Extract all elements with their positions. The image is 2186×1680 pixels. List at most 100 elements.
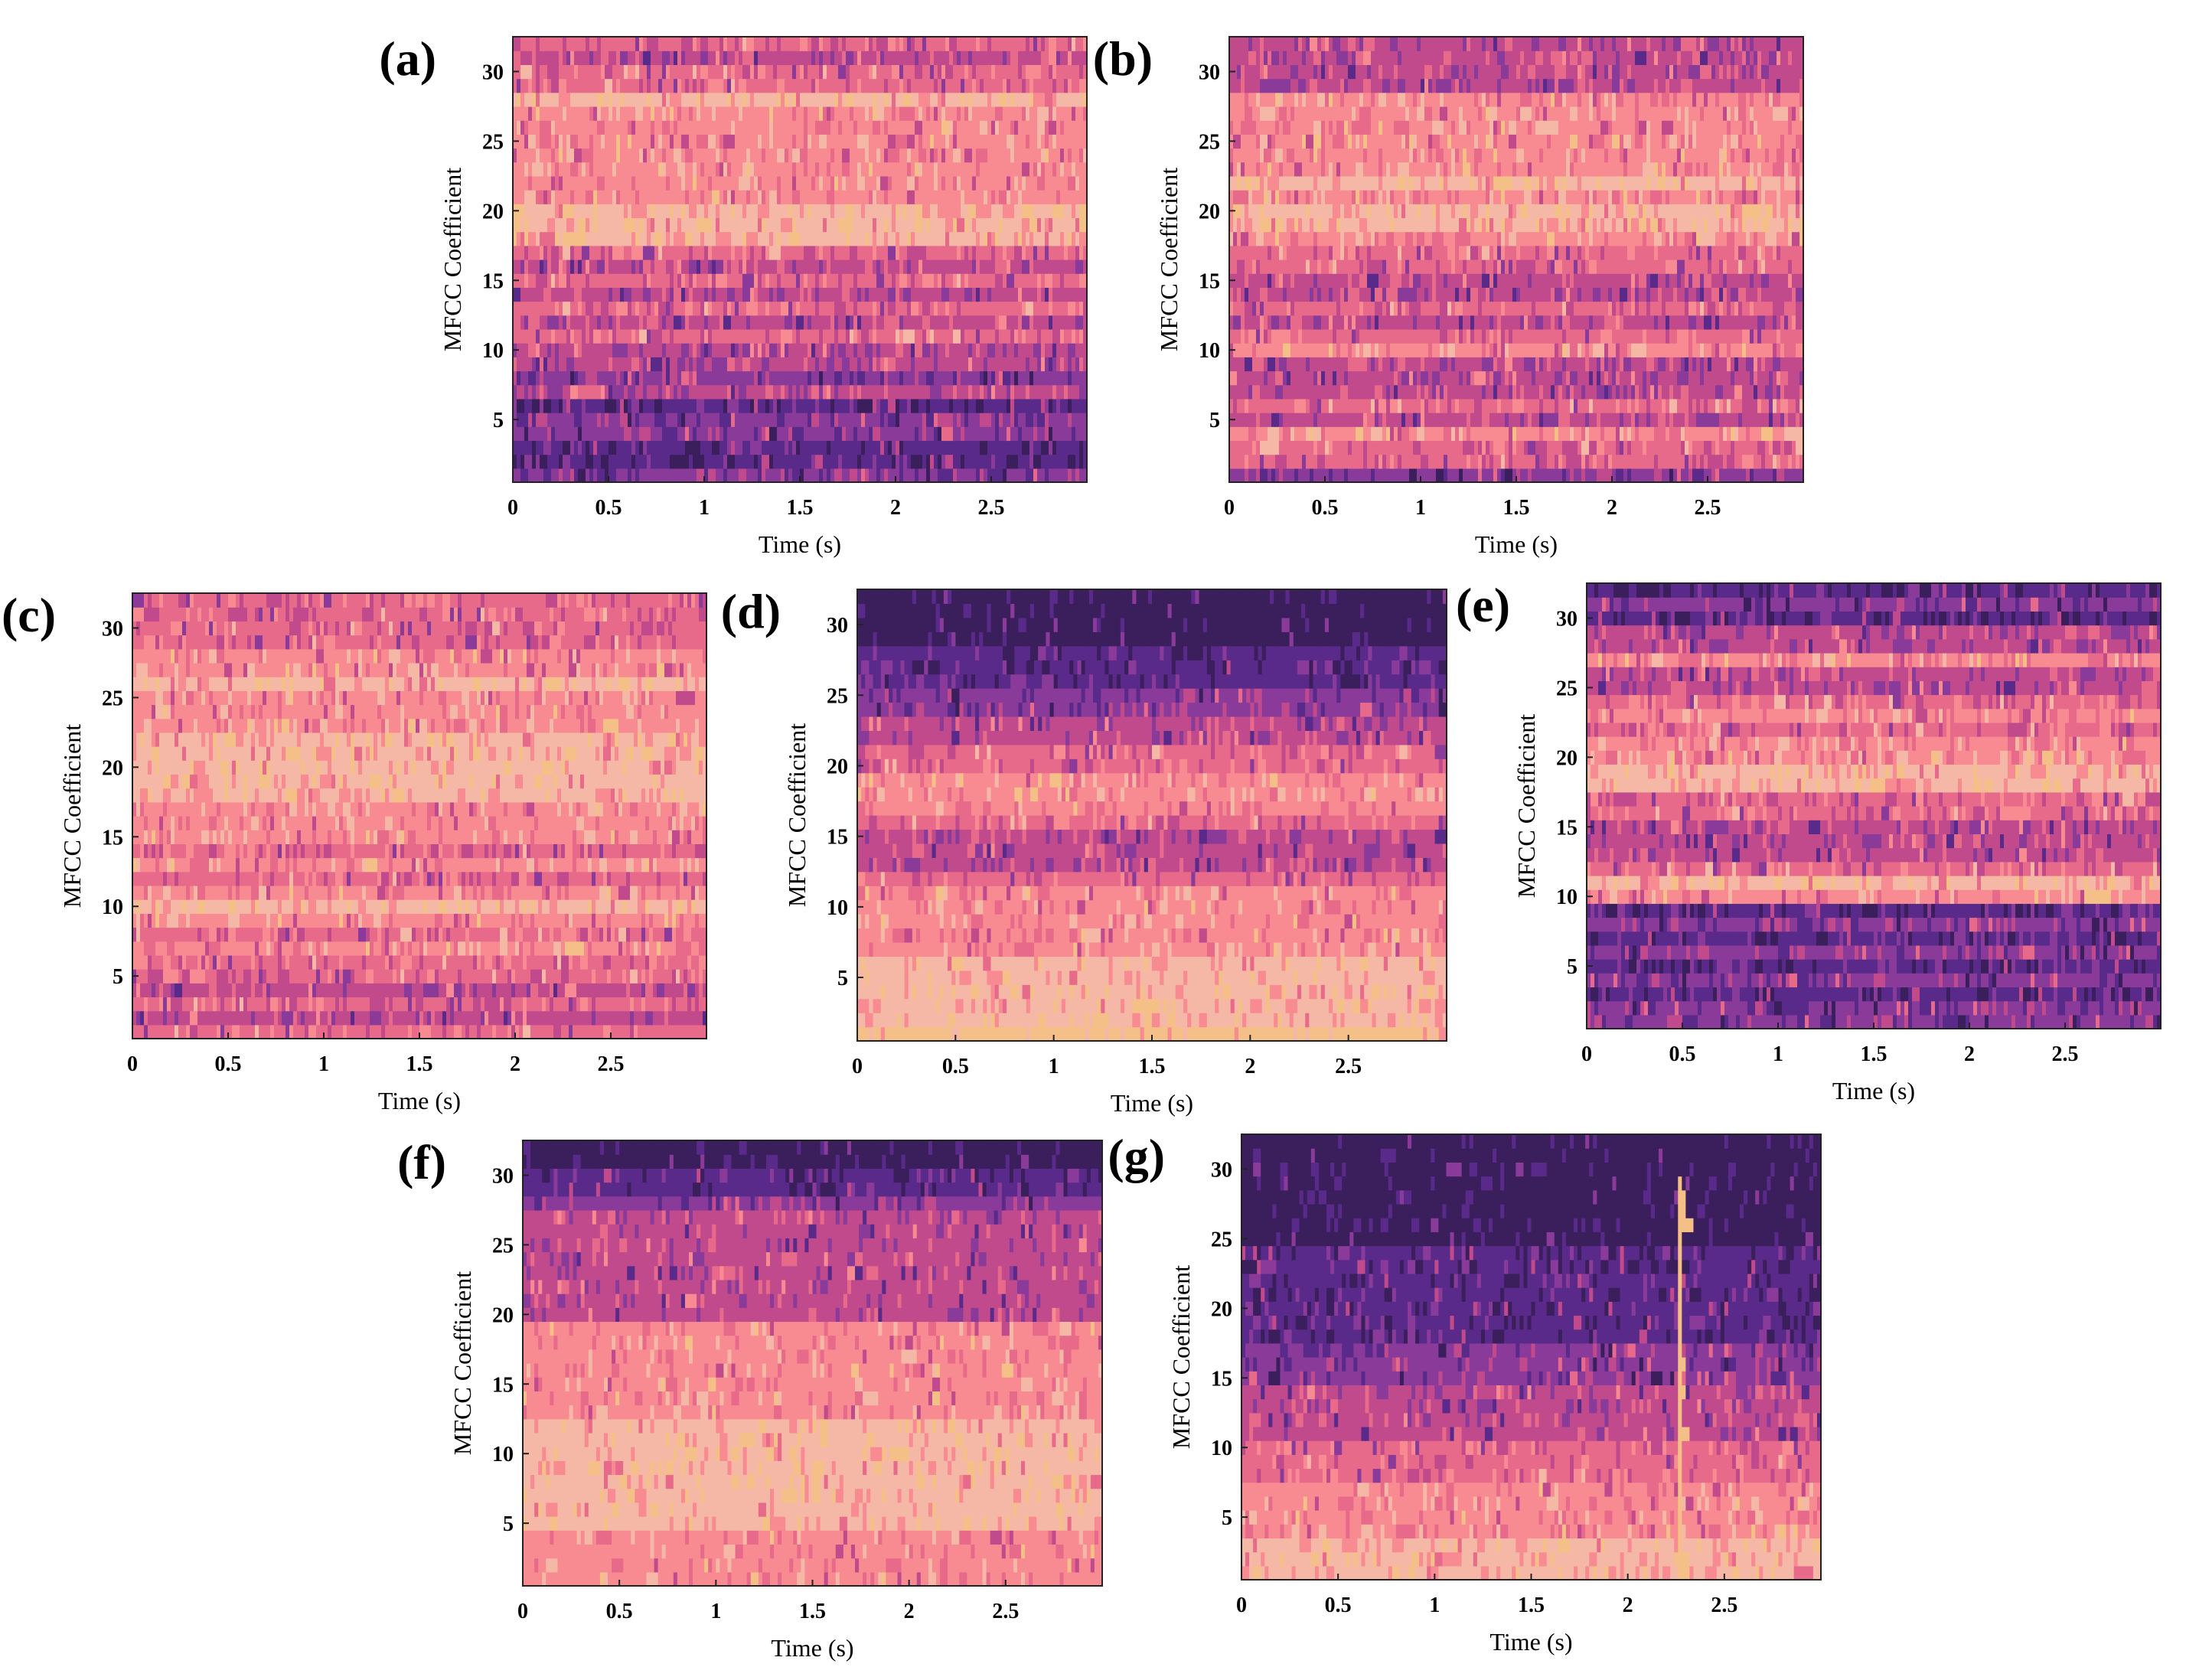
heatmap-cell [861, 468, 866, 483]
heatmap-cell [639, 440, 644, 455]
heatmap-cell [639, 371, 644, 386]
heatmap-cell [777, 399, 781, 413]
heatmap-cell [765, 399, 770, 413]
heatmap-cell [888, 455, 892, 469]
heatmap-cell [697, 413, 701, 427]
heatmap-cell [597, 413, 602, 427]
heatmap-cell [945, 385, 950, 400]
heatmap-cell [1026, 455, 1030, 469]
heatmap-cell [536, 426, 540, 441]
heatmap-cell [731, 371, 736, 386]
heatmap-cell [593, 385, 598, 400]
heatmap-cell [903, 385, 908, 400]
heatmap-cell [574, 468, 579, 483]
heatmap-cell [631, 385, 636, 400]
heatmap-cell [953, 413, 958, 427]
heatmap-cell [811, 468, 816, 483]
heatmap-cell [651, 399, 655, 413]
heatmap-cell [995, 371, 1000, 386]
heatmap-cell [811, 440, 816, 455]
heatmap-cell [517, 440, 521, 455]
heatmap-cell [915, 426, 919, 441]
heatmap-cell [777, 468, 781, 483]
heatmap-cell [1007, 399, 1011, 413]
heatmap-cell [819, 399, 824, 413]
heatmap-cell [880, 385, 885, 400]
heatmap-cell [930, 385, 935, 400]
heatmap-cell [563, 371, 567, 386]
heatmap-cell [1007, 468, 1011, 483]
heatmap-cell [528, 426, 533, 441]
heatmap-cell [639, 399, 644, 413]
heatmap-cell [1075, 440, 1080, 455]
heatmap-cell [666, 371, 670, 386]
heatmap-cell [1010, 455, 1015, 469]
heatmap-cell [788, 455, 793, 469]
heatmap-cell [589, 440, 594, 455]
heatmap-cell [961, 385, 965, 400]
heatmap-cell [719, 399, 724, 413]
heatmap-cell [643, 385, 648, 400]
heatmap-cell [888, 399, 892, 413]
heatmap-cell [1029, 455, 1034, 469]
heatmap-cell [907, 413, 912, 427]
heatmap-cell [616, 468, 621, 483]
heatmap-cell [819, 413, 824, 427]
heatmap-cell [597, 440, 602, 455]
heatmap-cell [865, 426, 870, 441]
heatmap-cell [873, 399, 877, 413]
heatmap-cell [616, 440, 621, 455]
heatmap-cell [708, 413, 713, 427]
heatmap-cell [681, 371, 686, 386]
heatmap-cell [853, 426, 858, 441]
heatmap-cell [1007, 440, 1011, 455]
heatmap-cell [846, 426, 850, 441]
heatmap-cell [566, 440, 571, 455]
heatmap-cell [926, 385, 931, 400]
heatmap-cell [984, 385, 988, 400]
heatmap-cell [628, 413, 632, 427]
heatmap-cell [853, 371, 858, 386]
heatmap-cell [888, 385, 892, 400]
heatmap-cell [1003, 385, 1007, 400]
heatmap-cell [1022, 413, 1026, 427]
heatmap-cell [1018, 371, 1023, 386]
heatmap-cell [662, 468, 667, 483]
heatmap-cell [808, 385, 812, 400]
heatmap-cell [1018, 440, 1023, 455]
heatmap-cell [612, 455, 617, 469]
heatmap-cell [926, 440, 931, 455]
heatmap-cell [536, 468, 540, 483]
heatmap-cell [976, 399, 980, 413]
heatmap-cell [865, 468, 870, 483]
heatmap-cell [528, 385, 533, 400]
heatmap-cell [670, 371, 674, 386]
heatmap-cell [654, 455, 659, 469]
heatmap-cell [792, 385, 797, 400]
heatmap-cell [857, 455, 862, 469]
heatmap-cell [662, 426, 667, 441]
heatmap-cell [800, 413, 804, 427]
heatmap-cell [670, 440, 674, 455]
heatmap-cell [796, 413, 801, 427]
heatmap-cell [555, 468, 560, 483]
heatmap-cell [1041, 455, 1046, 469]
heatmap-cell [865, 455, 870, 469]
heatmap-cell [1010, 385, 1015, 400]
heatmap-cell [1064, 440, 1069, 455]
heatmap-cell [896, 371, 900, 386]
heatmap-cell [857, 385, 862, 400]
heatmap-cell [524, 440, 529, 455]
heatmap-cell [968, 468, 973, 483]
heatmap-cell [540, 426, 544, 441]
heatmap-cell [1049, 385, 1053, 400]
heatmap-cell [915, 468, 919, 483]
heatmap-cell [995, 399, 1000, 413]
heatmap-cell [697, 455, 701, 469]
heatmap-cell [785, 371, 789, 386]
heatmap-cell [708, 468, 713, 483]
heatmap-cell [838, 468, 843, 483]
heatmap-cell [918, 385, 923, 400]
heatmap-cell [934, 426, 938, 441]
heatmap-cell [658, 399, 663, 413]
